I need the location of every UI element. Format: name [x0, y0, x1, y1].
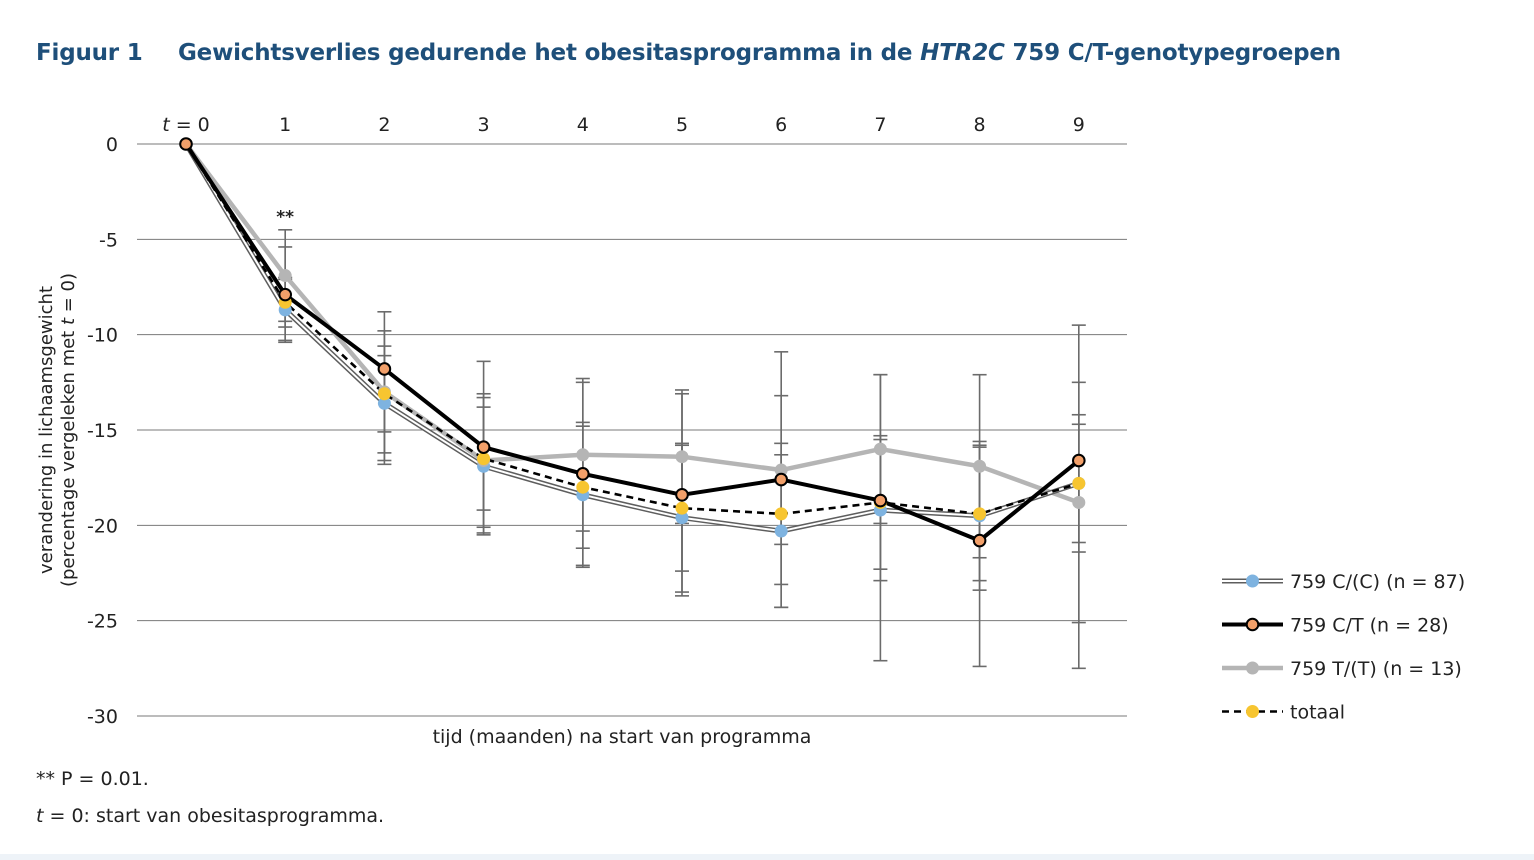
figure-label: Figuur 1 [36, 40, 143, 66]
x-tick-label: 7 [874, 114, 886, 136]
y-tick-label: -5 [99, 229, 118, 251]
figure-title: Figuur 1 Gewichtsverlies gedurende het ob… [36, 40, 1341, 66]
data-point [675, 501, 689, 515]
y-tick-label: -10 [87, 325, 118, 347]
x-tick-label: 2 [378, 114, 390, 136]
legend: 759 C/(C) (n = 87) 759 C/T (n = 28) 759 T/… [1222, 571, 1465, 724]
grid-lines [137, 143, 1127, 717]
legend-label: 759 T/(T) (n = 13) [1290, 658, 1462, 680]
figure-title-text-after: 759 C/T-genotypegroepen [1004, 40, 1341, 66]
data-point [675, 511, 689, 525]
footnote-significance: ** P = 0.01. [36, 768, 149, 790]
data-point [1072, 495, 1086, 509]
data-point [774, 472, 789, 487]
data-point [1246, 574, 1259, 588]
data-point [576, 448, 590, 462]
legend-label: 759 C/T (n = 28) [1290, 615, 1449, 637]
data-point [873, 493, 888, 508]
y-axis-label-line1: verandering in lichaamsgewicht [36, 286, 57, 574]
data-point [774, 463, 788, 477]
data-point [972, 533, 987, 548]
x-tick-label: 5 [676, 114, 688, 136]
data-point [973, 459, 987, 473]
series-line [184, 143, 1080, 516]
data-point [1072, 476, 1086, 490]
data-point [278, 269, 292, 283]
data-point [1072, 453, 1086, 468]
y-tick-label: -20 [87, 515, 118, 537]
y-tick-label: -25 [87, 611, 118, 633]
x-tick-label: 4 [577, 114, 589, 136]
significance-marker: ** [276, 207, 294, 227]
data-point [774, 524, 788, 538]
legend-label: totaal [1290, 702, 1345, 724]
x-axis-label: tijd (maanden) na start van programma [433, 726, 812, 748]
annotations: ** [276, 207, 294, 227]
data-point [1245, 617, 1260, 632]
x-tick-label: t = 0 [162, 114, 210, 136]
y-axis-label: verandering in lichaamsgewicht (percenta… [36, 273, 79, 587]
error-bars [278, 229, 1086, 670]
series-line [184, 142, 1080, 505]
series-markers [179, 137, 1086, 548]
data-point [377, 362, 392, 376]
data-point [576, 467, 590, 481]
series-lines [183, 142, 1081, 543]
legend-item: 759 T/(T) (n = 13) [1222, 658, 1462, 680]
x-tick-label: 8 [974, 114, 986, 136]
data-point [1246, 661, 1259, 675]
x-tick-label: 6 [775, 114, 787, 136]
y-tick-label: -15 [87, 420, 118, 442]
series-line-inner [185, 143, 1080, 533]
data-point [179, 137, 193, 151]
legend-label: 759 C/(C) (n = 87) [1290, 571, 1465, 593]
y-tick-label: -30 [87, 706, 118, 728]
data-point [774, 507, 788, 521]
bottom-band [0, 854, 1534, 860]
data-point [576, 480, 590, 494]
legend-item: 759 C/(C) (n = 87) [1222, 571, 1465, 593]
data-point [476, 440, 491, 454]
data-point [377, 387, 391, 401]
data-point [675, 488, 689, 502]
data-point [477, 452, 491, 466]
x-tick-label: 3 [478, 114, 490, 136]
figure-title-text-before: Gewichtsverlies gedurende het obesitaspr… [178, 40, 921, 66]
legend-item: 759 C/T (n = 28) [1222, 615, 1449, 637]
y-axis-ticks: 0 -5 -10 -15 -20 -25 -30 [87, 134, 118, 728]
data-point [873, 442, 887, 456]
footnote-t-definition: t = 0: start van obesitasprogramma. [36, 805, 384, 827]
x-axis-ticks: t = 0 1 2 3 4 5 6 7 8 9 [162, 114, 1085, 136]
data-point [377, 396, 391, 410]
data-point [973, 507, 987, 521]
data-point [278, 287, 293, 302]
y-tick-label: 0 [106, 134, 118, 156]
x-tick-label: 9 [1073, 114, 1085, 136]
figure-title-gene: HTR2C [920, 40, 1005, 66]
series-line [183, 142, 1080, 534]
series-line [184, 142, 1081, 543]
data-point [1246, 705, 1259, 718]
x-tick-label: 1 [279, 114, 291, 136]
data-point [675, 450, 689, 464]
y-axis-label-line2: (percentage vergeleken met t = 0) [58, 273, 79, 587]
legend-item: totaal [1222, 702, 1345, 724]
